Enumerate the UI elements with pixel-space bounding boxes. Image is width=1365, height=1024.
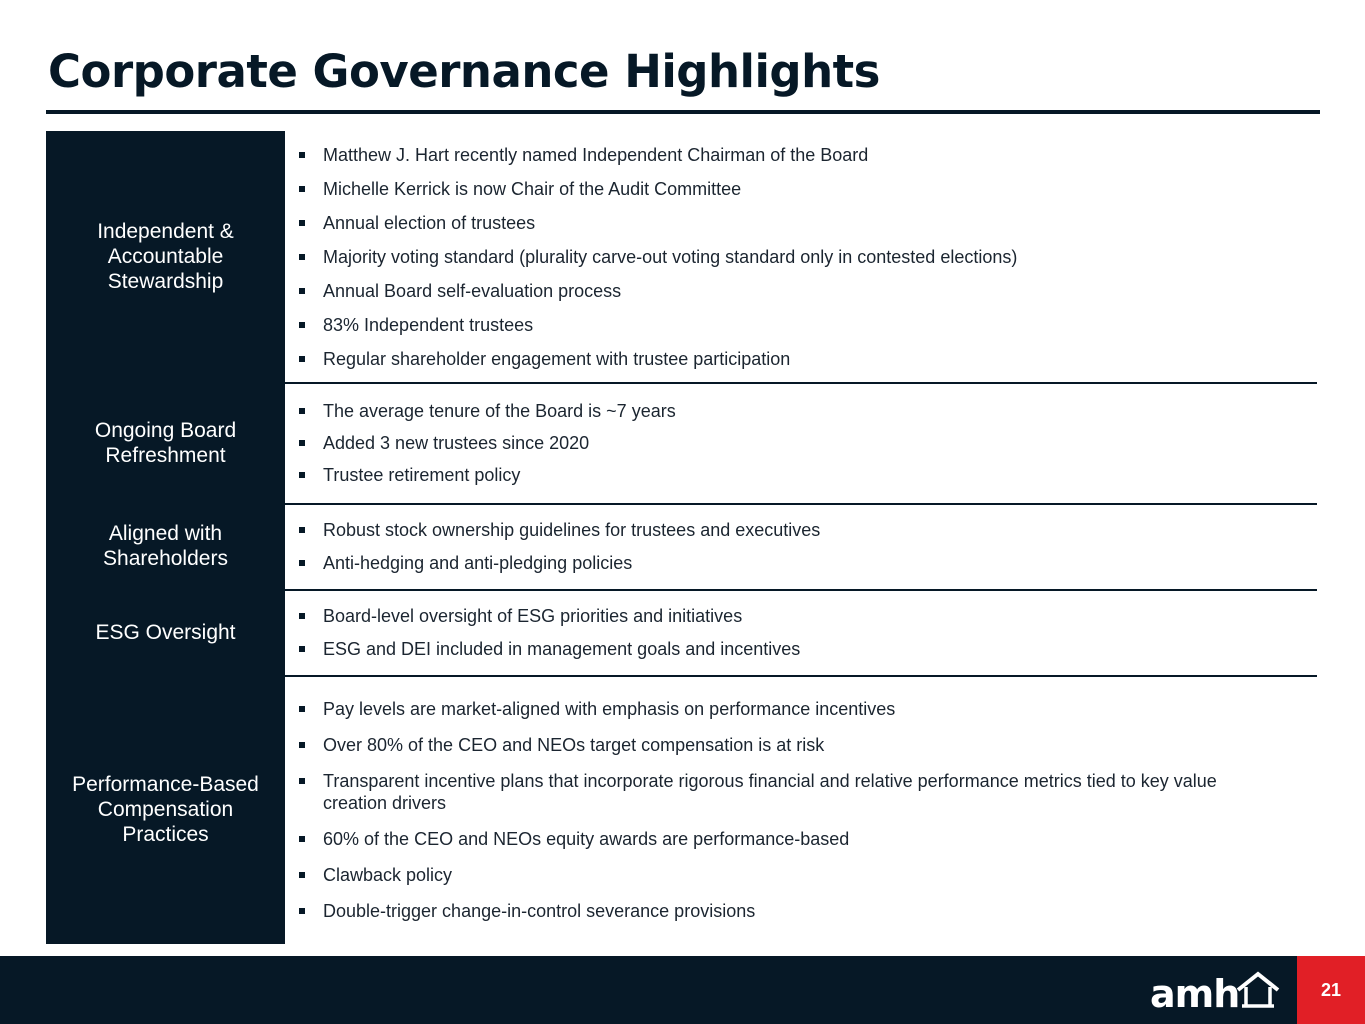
row-label: Performance-Based Compensation Practices (46, 675, 285, 944)
table-row: Performance-Based Compensation Practices… (46, 675, 1317, 944)
table-row: ESG Oversight Board-level oversight of E… (46, 589, 1317, 675)
table-row: Independent & Accountable Stewardship Ma… (46, 131, 1317, 382)
row-label: Independent & Accountable Stewardship (46, 131, 285, 382)
title-divider (46, 110, 1320, 114)
row-label: ESG Oversight (46, 589, 285, 675)
list-item: Clawback policy (299, 864, 1277, 886)
bullet-list: Pay levels are market-aligned with empha… (285, 675, 1317, 944)
list-item: Trustee retirement policy (299, 464, 1277, 486)
row-label: Aligned with Shareholders (46, 503, 285, 589)
page-number: 21 (1297, 956, 1365, 1024)
amh-logo: amh (1150, 968, 1280, 1014)
list-item: Regular shareholder engagement with trus… (299, 348, 1277, 370)
list-item: Board-level oversight of ESG priorities … (299, 605, 1277, 627)
governance-table: Independent & Accountable Stewardship Ma… (46, 131, 1317, 944)
logo-wordmark: amh (1150, 972, 1240, 1016)
list-item: Robust stock ownership guidelines for tr… (299, 519, 1277, 541)
table-row: Aligned with Shareholders Robust stock o… (46, 503, 1317, 589)
bullet-list: The average tenure of the Board is ~7 ye… (285, 382, 1317, 503)
list-item: Double-trigger change-in-control severan… (299, 900, 1277, 922)
list-item: 60% of the CEO and NEOs equity awards ar… (299, 828, 1277, 850)
list-item: Annual election of trustees (299, 212, 1277, 234)
list-item: Added 3 new trustees since 2020 (299, 432, 1277, 454)
bullet-list: Robust stock ownership guidelines for tr… (285, 503, 1317, 589)
list-item: Over 80% of the CEO and NEOs target comp… (299, 734, 1277, 756)
table-row: Ongoing Board Refreshment The average te… (46, 382, 1317, 503)
list-item: ESG and DEI included in management goals… (299, 638, 1277, 660)
house-roof-icon (1236, 971, 1280, 1008)
list-item: The average tenure of the Board is ~7 ye… (299, 400, 1277, 422)
list-item: Majority voting standard (plurality carv… (299, 246, 1277, 268)
list-item: Pay levels are market-aligned with empha… (299, 698, 1277, 720)
list-item: Michelle Kerrick is now Chair of the Aud… (299, 178, 1277, 200)
bullet-list: Board-level oversight of ESG priorities … (285, 589, 1317, 675)
list-item: Transparent incentive plans that incorpo… (299, 770, 1277, 814)
page-title: Corporate Governance Highlights (48, 45, 880, 98)
bullet-list: Matthew J. Hart recently named Independe… (285, 131, 1317, 382)
list-item: 83% Independent trustees (299, 314, 1277, 336)
footer-bar (0, 956, 1365, 1024)
row-label: Ongoing Board Refreshment (46, 382, 285, 503)
list-item: Anti-hedging and anti-pledging policies (299, 552, 1277, 574)
list-item: Matthew J. Hart recently named Independe… (299, 144, 1277, 166)
list-item: Annual Board self-evaluation process (299, 280, 1277, 302)
